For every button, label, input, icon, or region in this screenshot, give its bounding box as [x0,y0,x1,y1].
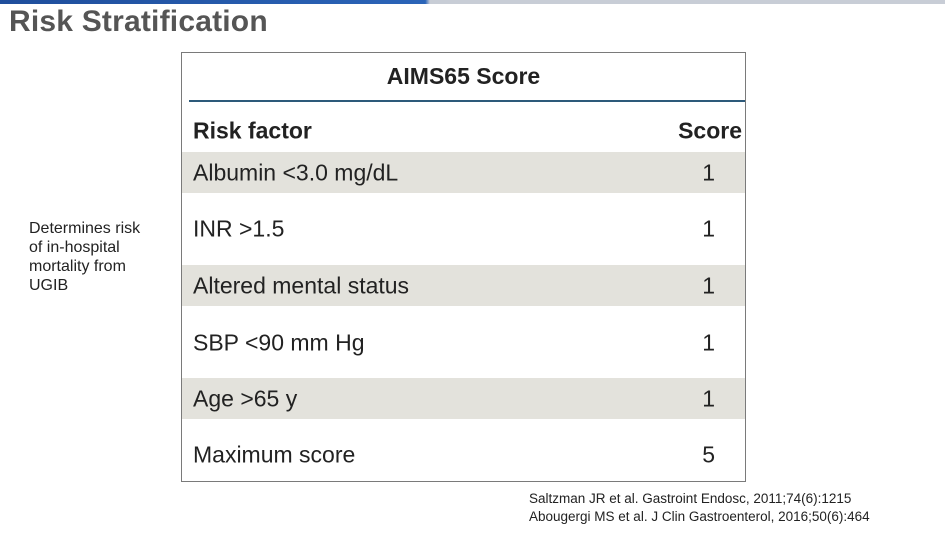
row-factor: SBP <90 mm Hg [193,329,365,355]
row-score: 1 [702,272,715,298]
row-factor: Albumin <3.0 mg/dL [193,159,399,185]
row-factor: INR >1.5 [193,215,285,241]
row-score: 1 [702,329,715,355]
table-row: Altered mental status 1 [182,265,745,306]
table-row: SBP <90 mm Hg 1 [182,322,745,363]
row-score: 5 [702,441,715,467]
slide-title: Risk Stratification [9,5,268,38]
aims65-table: AIMS65 Score Risk factor Score Albumin <… [181,52,746,482]
table-row: Albumin <3.0 mg/dL 1 [182,152,745,193]
table-row: Maximum score 5 [182,434,745,475]
reference-line: Abougergi MS et al. J Clin Gastroenterol… [529,509,870,524]
row-factor: Altered mental status [193,272,410,298]
top-accent-bar [0,0,945,4]
row-score: 1 [702,215,715,241]
table-header-row: Risk factor Score [182,111,745,151]
table-title: AIMS65 Score [386,63,541,89]
table-row: INR >1.5 1 [182,208,745,249]
header-score: Score [678,117,742,144]
row-score: 1 [702,385,715,411]
table-title-rule [189,100,745,102]
references: Saltzman JR et al. Gastroint Endosc, 201… [529,490,870,526]
row-score: 1 [702,159,715,185]
side-note: Determines risk of in-hospital mortality… [29,220,141,294]
row-factor: Maximum score [193,441,356,467]
table-row: Age >65 y 1 [182,378,745,419]
reference-line: Saltzman JR et al. Gastroint Endosc, 201… [529,491,852,506]
row-factor: Age >65 y [193,385,298,411]
header-risk-factor: Risk factor [193,117,312,144]
